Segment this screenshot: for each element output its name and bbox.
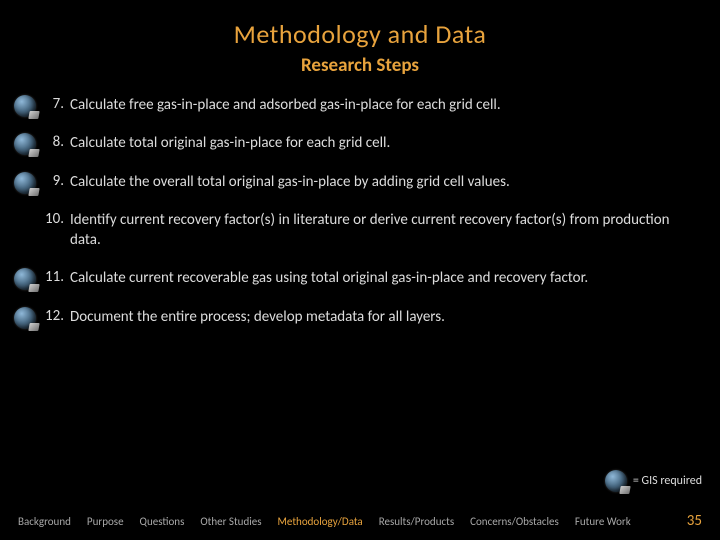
step-number: 12. bbox=[44, 307, 68, 325]
steps-list: 7. Calculate free gas-in-place and adsor… bbox=[0, 95, 720, 327]
nav-results-products[interactable]: Results/Products bbox=[379, 515, 454, 528]
footer-nav: Background Purpose Questions Other Studi… bbox=[0, 512, 720, 530]
step-number: 8. bbox=[44, 133, 68, 151]
step-text: Calculate total original gas-in-place fo… bbox=[68, 133, 390, 153]
nav-purpose[interactable]: Purpose bbox=[87, 515, 124, 528]
step-item: 8. Calculate total original gas-in-place… bbox=[44, 133, 680, 153]
step-text: Calculate the overall total original gas… bbox=[68, 172, 510, 192]
step-number: 10. bbox=[44, 210, 68, 228]
legend: = GIS required bbox=[605, 470, 702, 492]
step-item: 10. Identify current recovery factor(s) … bbox=[44, 210, 680, 251]
step-item: 9. Calculate the overall total original … bbox=[44, 172, 680, 192]
step-number: 9. bbox=[44, 172, 68, 190]
step-number: 11. bbox=[44, 268, 68, 286]
nav-concerns-obstacles[interactable]: Concerns/Obstacles bbox=[470, 515, 559, 528]
gis-icon bbox=[14, 133, 36, 155]
nav-questions[interactable]: Questions bbox=[140, 515, 185, 528]
page-number: 35 bbox=[687, 512, 702, 530]
gis-icon bbox=[14, 268, 36, 290]
nav-future-work[interactable]: Future Work bbox=[575, 515, 631, 528]
nav-methodology-data[interactable]: Methodology/Data bbox=[278, 515, 363, 528]
step-number: 7. bbox=[44, 95, 68, 113]
step-item: 11. Calculate current recoverable gas us… bbox=[44, 268, 680, 288]
gis-icon bbox=[605, 470, 627, 492]
slide-title: Methodology and Data bbox=[0, 0, 720, 50]
gis-icon bbox=[14, 95, 36, 117]
step-text: Calculate current recoverable gas using … bbox=[68, 268, 588, 288]
gis-icon bbox=[14, 172, 36, 194]
nav-other-studies[interactable]: Other Studies bbox=[200, 515, 261, 528]
nav-background[interactable]: Background bbox=[18, 515, 71, 528]
step-text: Calculate free gas-in-place and adsorbed… bbox=[68, 95, 501, 115]
slide-subtitle: Research Steps bbox=[0, 50, 720, 95]
footer-links: Background Purpose Questions Other Studi… bbox=[18, 515, 631, 528]
step-item: 12. Document the entire process; develop… bbox=[44, 307, 680, 327]
gis-icon bbox=[14, 307, 36, 329]
step-text: Document the entire process; develop met… bbox=[68, 307, 445, 327]
legend-label: = GIS required bbox=[633, 474, 702, 488]
step-text: Identify current recovery factor(s) in l… bbox=[68, 210, 680, 251]
step-item: 7. Calculate free gas-in-place and adsor… bbox=[44, 95, 680, 115]
